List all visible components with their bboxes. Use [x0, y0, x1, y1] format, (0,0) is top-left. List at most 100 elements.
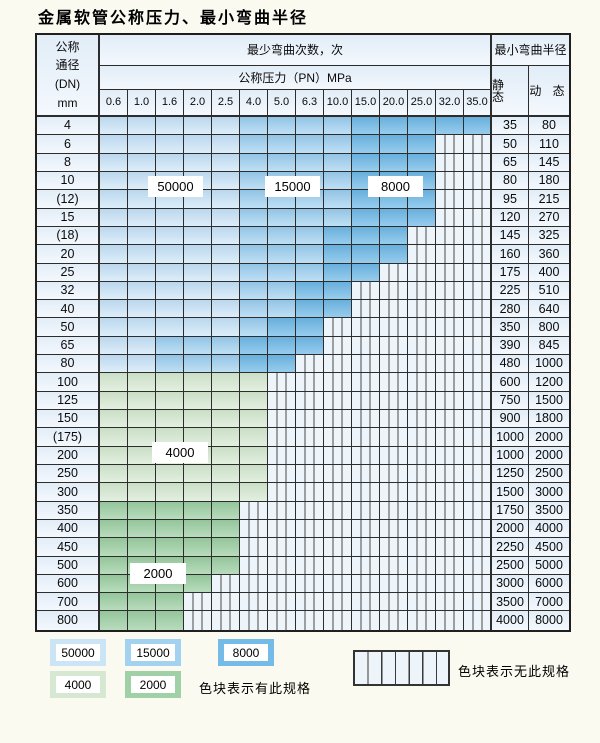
- spec-cell: [184, 464, 212, 484]
- spec-cell: [100, 410, 128, 429]
- spec-cell: [156, 263, 184, 282]
- spec-cell: [212, 226, 240, 246]
- no-spec-cell: [380, 428, 408, 447]
- no-spec-cell: [464, 336, 492, 356]
- spec-cell: [100, 263, 128, 282]
- no-spec-cell: [408, 593, 436, 612]
- spec-cell: [156, 245, 184, 264]
- no-spec-cell: [464, 135, 492, 154]
- spec-cell: [408, 153, 436, 172]
- pressure-tick: 2.5: [212, 90, 240, 117]
- dynamic-radius-cell: 400: [529, 263, 569, 282]
- no-spec-cell: [268, 373, 296, 392]
- no-spec-cell: [324, 556, 352, 575]
- spec-cell: [268, 153, 296, 172]
- spec-cell: [128, 117, 156, 136]
- no-spec-cell: [464, 501, 492, 520]
- spec-cell: [156, 464, 184, 484]
- spec-cell: [212, 281, 240, 301]
- spec-cell: [240, 190, 268, 209]
- pressure-tick: 1.6: [156, 90, 184, 117]
- spec-cell: [184, 135, 212, 154]
- no-spec-cell: [296, 464, 324, 484]
- dn-cell: 125: [37, 391, 100, 410]
- spec-cell: [100, 190, 128, 209]
- no-spec-cell: [380, 355, 408, 374]
- no-spec-cell: [380, 263, 408, 282]
- no-spec-cell: [436, 336, 464, 356]
- no-spec-cell: [268, 611, 296, 630]
- no-spec-cell: [436, 410, 464, 429]
- spec-cell: [100, 538, 128, 557]
- spec-cell: [184, 226, 212, 246]
- dn-cell: (12): [37, 190, 100, 209]
- dn-cell: (175): [37, 428, 100, 447]
- spec-cell: [184, 263, 212, 282]
- spec-cell: [212, 501, 240, 520]
- dn-header-line4: mm: [57, 95, 78, 110]
- legend-label-2000: 2000: [131, 676, 175, 693]
- spec-cell: [296, 208, 324, 227]
- dynamic-radius-cell: 270: [529, 208, 569, 227]
- spec-cell: [184, 410, 212, 429]
- no-spec-cell: [464, 428, 492, 447]
- spec-cell: [128, 318, 156, 337]
- spec-cell: [408, 208, 436, 227]
- pressure-tick: 20.0: [380, 90, 408, 117]
- spec-cell: [212, 190, 240, 209]
- no-spec-cell: [380, 318, 408, 337]
- dynamic-radius-cell: 8000: [529, 611, 569, 630]
- no-spec-cell: [436, 538, 464, 557]
- no-spec-cell: [436, 281, 464, 301]
- dn-cell: 800: [37, 611, 100, 630]
- spec-cell: [100, 373, 128, 392]
- no-spec-cell: [296, 428, 324, 447]
- no-spec-cell: [352, 501, 380, 520]
- no-spec-cell: [268, 556, 296, 575]
- no-spec-cell: [352, 464, 380, 484]
- spec-cell: [352, 135, 380, 154]
- no-spec-cell: [436, 574, 464, 594]
- no-spec-cell: [408, 464, 436, 484]
- zone-label-4000: 4000: [152, 442, 208, 463]
- spec-cell: [212, 446, 240, 465]
- no-spec-cell: [408, 556, 436, 575]
- no-spec-cell: [408, 336, 436, 356]
- no-spec-cell: [184, 593, 212, 612]
- no-spec-cell: [408, 410, 436, 429]
- spec-cell: [380, 153, 408, 172]
- no-spec-cell: [268, 428, 296, 447]
- no-spec-cell: [436, 245, 464, 264]
- spec-cell: [324, 135, 352, 154]
- spec-cell: [100, 226, 128, 246]
- dn-cell: 10: [37, 171, 100, 191]
- pressure-tick: 35.0: [464, 90, 492, 117]
- spec-cell: [240, 483, 268, 502]
- static-radius-cell: 3500: [492, 593, 529, 612]
- no-spec-cell: [380, 391, 408, 410]
- no-spec-cell: [464, 245, 492, 264]
- spec-cell: [184, 556, 212, 575]
- no-spec-cell: [324, 501, 352, 520]
- no-spec-cell: [212, 593, 240, 612]
- dn-cell: 600: [37, 574, 100, 594]
- spec-cell: [212, 538, 240, 557]
- spec-cell: [380, 208, 408, 227]
- spec-cell: [156, 117, 184, 136]
- dn-cell: 700: [37, 593, 100, 612]
- spec-cell: [212, 245, 240, 264]
- legend-swatch-8000: 8000: [218, 639, 274, 666]
- no-spec-cell: [268, 501, 296, 520]
- dn-header-line1: 公称: [55, 39, 80, 54]
- no-spec-cell: [296, 410, 324, 429]
- legend-label-8000: 8000: [224, 644, 268, 661]
- no-spec-cell: [464, 208, 492, 227]
- spec-cell: [212, 336, 240, 356]
- pressure-tick: 10.0: [324, 90, 352, 117]
- no-spec-cell: [408, 355, 436, 374]
- no-spec-cell: [240, 538, 268, 557]
- spec-cell: [324, 117, 352, 136]
- spec-cell: [268, 281, 296, 301]
- no-spec-cell: [380, 300, 408, 319]
- spec-cell: [380, 226, 408, 246]
